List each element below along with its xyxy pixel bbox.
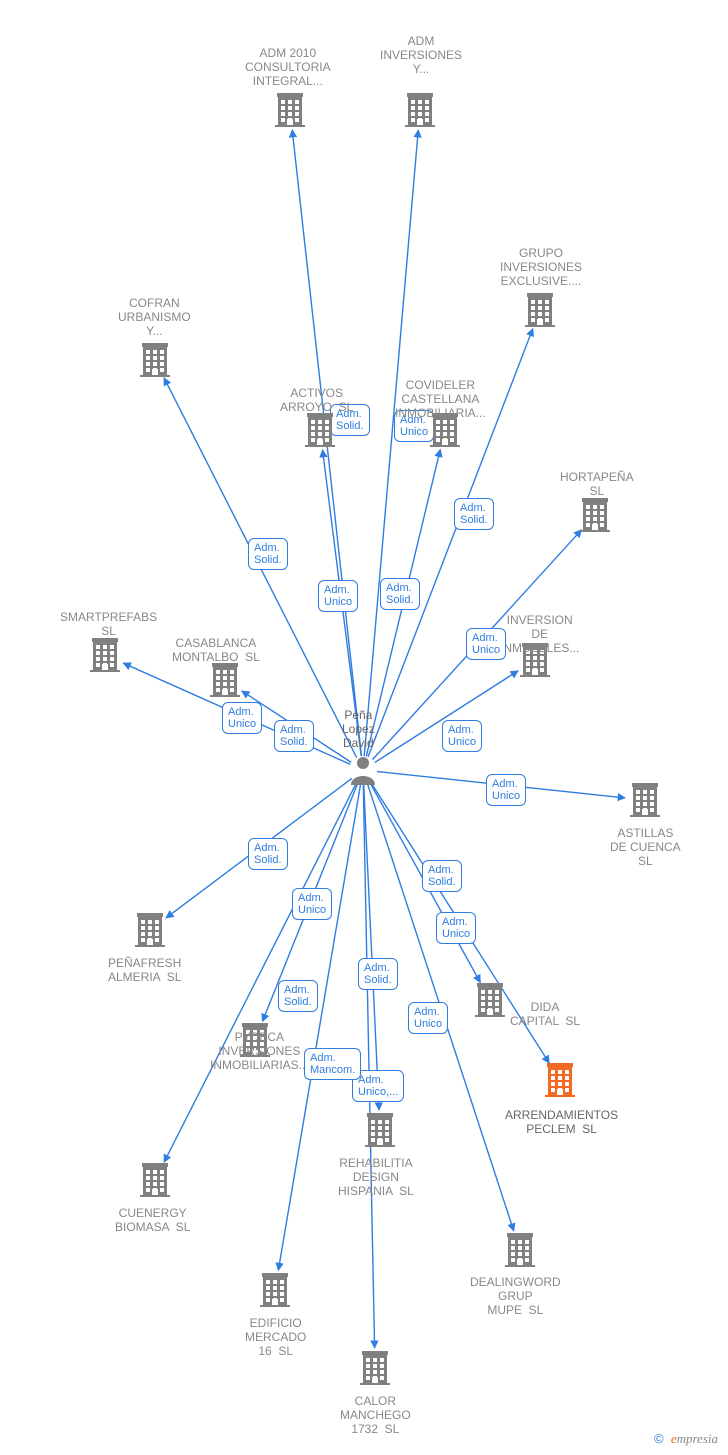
company-icon[interactable] — [630, 783, 660, 822]
network-diagram: © empresia Peña Lopez David ADM 2010 CON… — [0, 0, 728, 1455]
edge-label: Adm. Unico — [436, 912, 476, 944]
person-icon[interactable] — [350, 755, 376, 790]
edge-label: Adm. Unico — [442, 720, 482, 752]
edge-label: Adm. Unico — [466, 628, 506, 660]
edge-label: Adm. Unico — [318, 580, 358, 612]
edge-label: Adm. Solid. — [278, 980, 318, 1012]
company-label: DIDA CAPITAL SL — [510, 1000, 580, 1028]
company-label: SMARTPREFABS SL — [60, 610, 157, 638]
edge-label: Adm. Mancom. — [304, 1048, 361, 1080]
company-label: CASABLANCA MONTALBO SL — [172, 636, 260, 664]
edge — [364, 130, 418, 756]
company-icon[interactable] — [275, 93, 305, 132]
company-label: INVERSION DE INMUEBLES... — [500, 613, 579, 655]
company-icon[interactable] — [405, 93, 435, 132]
company-label: CUENERGY BIOMASA SL — [115, 1206, 190, 1234]
copyright-symbol: © — [654, 1431, 664, 1446]
company-label: ARRENDAMIENTOS PECLEM SL — [505, 1108, 618, 1136]
company-icon[interactable] — [545, 1063, 575, 1102]
company-label: GRUPO INVERSIONES EXCLUSIVE.... — [500, 246, 582, 288]
company-icon[interactable] — [525, 293, 555, 332]
edge — [364, 784, 379, 1110]
edge-label: Adm. Solid. — [422, 860, 462, 892]
edge — [363, 784, 374, 1348]
company-icon[interactable] — [90, 638, 120, 677]
brand-rest: mpresia — [677, 1431, 718, 1446]
edge-label: Adm. Solid. — [454, 498, 494, 530]
company-icon[interactable] — [305, 413, 335, 452]
center-label: Peña Lopez David — [342, 708, 375, 750]
edge-label: Adm. Solid. — [380, 578, 420, 610]
company-icon[interactable] — [260, 1273, 290, 1312]
edge-label: Adm. Unico — [222, 702, 262, 734]
edge-label: Adm. Solid. — [248, 838, 288, 870]
company-label: ADM 2010 CONSULTORIA INTEGRAL... — [245, 46, 331, 88]
company-icon[interactable] — [210, 663, 240, 702]
company-icon[interactable] — [475, 983, 505, 1022]
company-label: ASTILLAS DE CUENCA SL — [610, 826, 681, 868]
edge-label: Adm. Solid. — [248, 538, 288, 570]
company-label: ACTIVOS ARROYO SL — [280, 386, 353, 414]
company-icon[interactable] — [505, 1233, 535, 1272]
company-label: COVIDELER CASTELLANA INMOBILIARIA... — [395, 378, 486, 420]
company-icon[interactable] — [135, 913, 165, 952]
company-label: HORTAPEÑA SL — [560, 470, 634, 498]
credit-footer: © empresia — [654, 1431, 718, 1447]
edge-label: Adm. Solid. — [274, 720, 314, 752]
company-icon[interactable] — [365, 1113, 395, 1152]
company-label: REHABILITIA DESIGN HISPANIA SL — [338, 1156, 414, 1198]
company-label: COFRAN URBANISMO Y... — [118, 296, 191, 338]
company-icon[interactable] — [360, 1351, 390, 1390]
company-icon[interactable] — [140, 1163, 170, 1202]
company-label: EDIFICIO MERCADO 16 SL — [245, 1316, 306, 1358]
edge-label: Adm. Unico — [408, 1002, 448, 1034]
company-label: CALOR MANCHEGO 1732 SL — [340, 1394, 411, 1436]
company-label: DEALINGWORD GRUP MUPE SL — [470, 1275, 561, 1317]
company-label: PYDECA INVERSIONES INMOBILIARIAS... — [210, 1030, 309, 1072]
company-label: PEÑAFRESH ALMERIA SL — [108, 956, 181, 984]
company-icon[interactable] — [580, 498, 610, 537]
edge-label: Adm. Solid. — [358, 958, 398, 990]
edge-label: Adm. Unico — [292, 888, 332, 920]
company-label: ADM INVERSIONES Y... — [380, 34, 462, 76]
company-icon[interactable] — [140, 343, 170, 382]
edge-label: Adm. Unico — [486, 774, 526, 806]
